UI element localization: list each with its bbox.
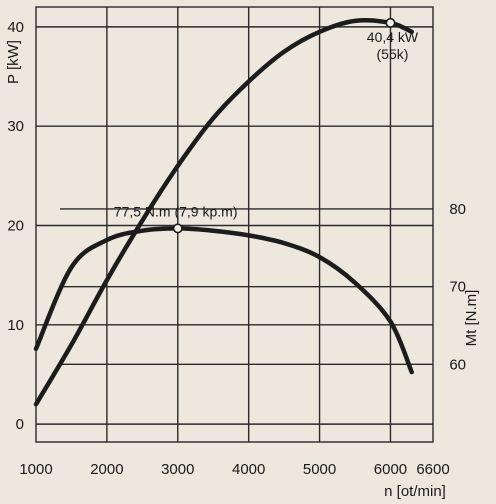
y-left-tick-label: 0 — [16, 416, 24, 433]
plot-frame — [35, 6, 434, 443]
right-axis-label: Mt [N.m] — [463, 290, 480, 347]
torque-curve — [33, 226, 414, 375]
x-tick-label: 3000 — [161, 461, 194, 478]
curves — [33, 18, 414, 407]
power-curve — [33, 18, 414, 407]
x-tick-label: 5000 — [303, 461, 336, 478]
y-right-tick-label: 80 — [449, 201, 466, 218]
power-peak-sublabel: (55k) — [377, 46, 409, 62]
y-left-tick-label: 30 — [7, 118, 24, 135]
grid — [35, 6, 434, 443]
ticks: 1000 2000 3000 4000 5000 6000 6600 0 10 20 30 40 60 7… — [7, 19, 466, 478]
x-axis-label: n [ot/min] — [384, 483, 446, 500]
y-left-tick-label: 20 — [7, 217, 24, 234]
annotations: 40,4 kW(55k) 77,5 N.m (7,9 kp.m) — [114, 17, 419, 234]
power-peak-marker — [385, 17, 396, 28]
torque-peak-label: 77,5 N.m (7,9 kp.m) — [114, 203, 238, 219]
left-axis-label: P [kW] — [5, 40, 22, 84]
y-right-tick-label: 60 — [449, 356, 466, 373]
x-tick-label: 6000 — [374, 461, 407, 478]
x-tick-label: 6600 — [416, 461, 449, 478]
y-left-tick-label: 40 — [7, 19, 24, 36]
x-tick-label: 1000 — [19, 461, 52, 478]
power-peak-label: 40,4 kW — [367, 29, 419, 45]
x-tick-label: 2000 — [90, 461, 123, 478]
x-tick-label: 4000 — [232, 461, 265, 478]
torque-peak-marker — [172, 223, 183, 234]
y-right-tick-label: 70 — [449, 279, 466, 296]
y-left-tick-label: 10 — [7, 317, 24, 334]
